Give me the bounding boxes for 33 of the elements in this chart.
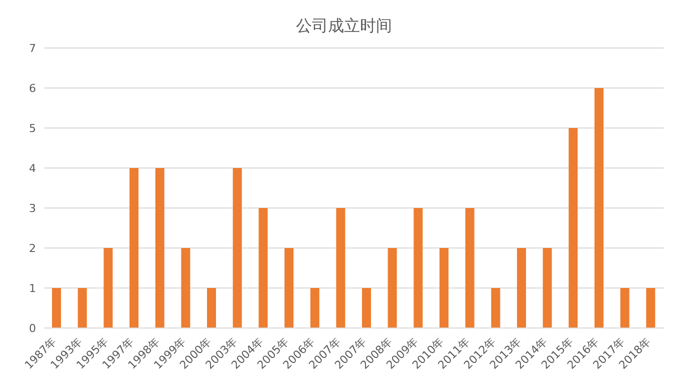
bar bbox=[388, 248, 397, 328]
bar bbox=[465, 208, 474, 328]
bar bbox=[258, 208, 268, 328]
y-tick-label: 4 bbox=[29, 162, 36, 175]
bar bbox=[542, 248, 552, 328]
bar bbox=[620, 288, 630, 328]
bar bbox=[362, 288, 371, 328]
bar bbox=[284, 248, 294, 328]
bar bbox=[130, 168, 138, 328]
bar bbox=[491, 288, 500, 328]
y-tick-label: 6 bbox=[29, 82, 36, 95]
bar bbox=[78, 288, 87, 328]
y-tick-label: 3 bbox=[29, 202, 36, 215]
bar bbox=[517, 248, 526, 328]
y-tick-label: 2 bbox=[29, 242, 36, 255]
bar bbox=[52, 288, 61, 328]
bar bbox=[568, 128, 578, 328]
chart-title: 公司成立时间 bbox=[296, 16, 392, 35]
bar bbox=[440, 248, 448, 328]
bar bbox=[336, 208, 346, 328]
bar bbox=[414, 208, 423, 328]
y-tick-label: 7 bbox=[29, 42, 36, 55]
bar bbox=[207, 288, 216, 328]
y-tick-label: 5 bbox=[29, 122, 36, 135]
bar bbox=[155, 168, 164, 328]
y-tick-label: 1 bbox=[29, 282, 36, 295]
bar bbox=[181, 248, 190, 328]
bar bbox=[310, 288, 320, 328]
bar bbox=[104, 248, 113, 328]
bar bbox=[232, 168, 242, 328]
bar bbox=[594, 88, 604, 328]
y-tick-label: 0 bbox=[29, 322, 36, 335]
bar bbox=[646, 288, 656, 328]
